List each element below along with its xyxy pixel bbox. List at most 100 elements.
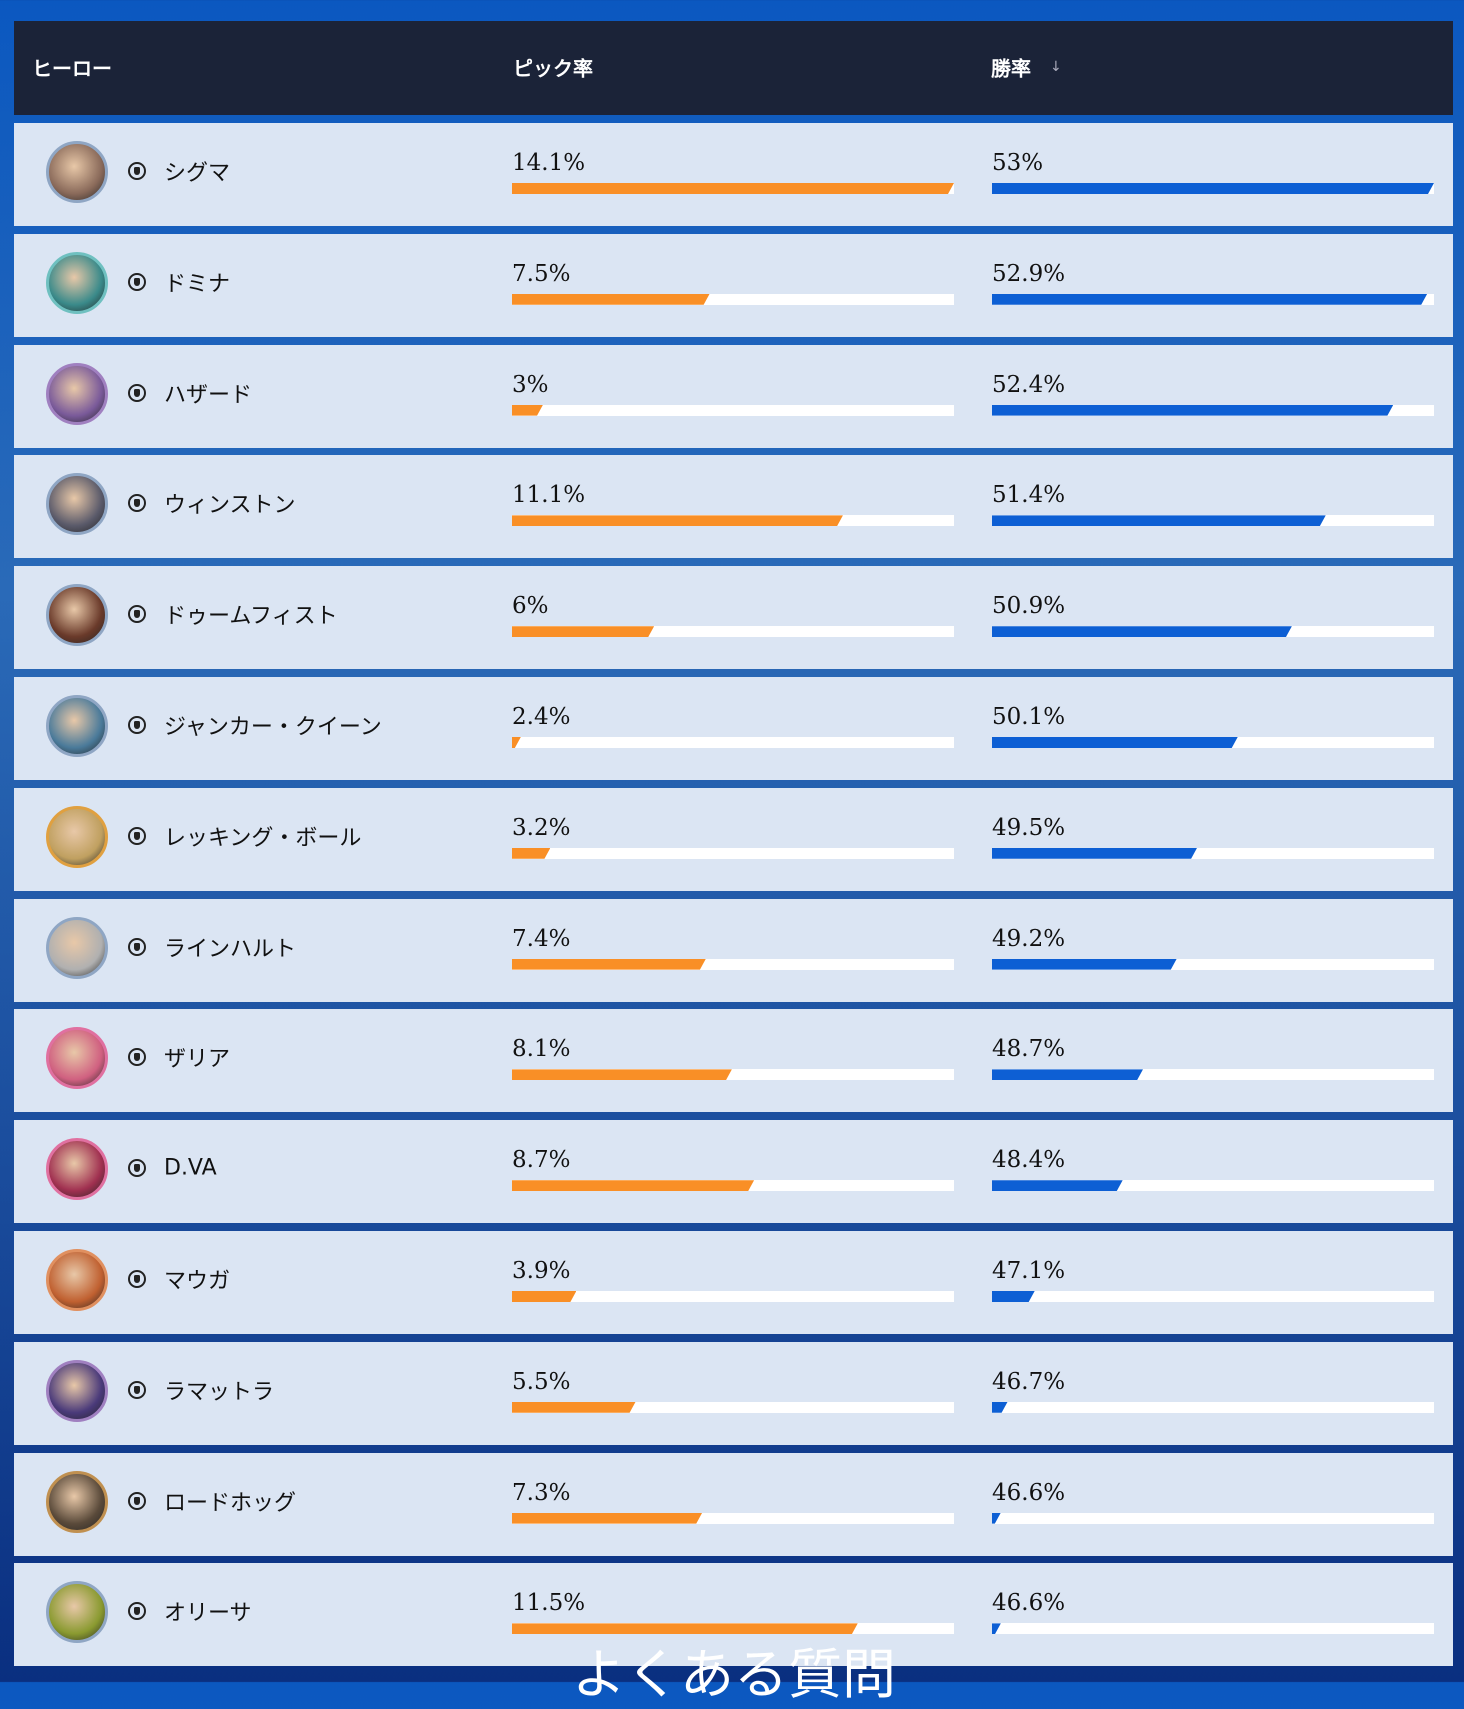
win-rate-header[interactable]: 勝率	[991, 56, 1031, 81]
role-icon	[128, 162, 146, 180]
win-rate-bar	[992, 405, 1393, 416]
hero-row[interactable]: D.VA 8.7% 48.4%	[14, 1120, 1453, 1224]
pick-rate-bar	[512, 183, 954, 194]
role-icon	[128, 383, 146, 402]
hero-name: マウガ	[164, 1269, 231, 1294]
hero-row[interactable]: マウガ 3.9% 47.1%	[14, 1231, 1453, 1334]
pick-rate: 3%	[512, 371, 549, 398]
hero-name: ドゥームフィスト	[164, 604, 338, 630]
win-rate: 46.6%	[992, 1590, 1066, 1617]
pick-rate-bar	[512, 1069, 732, 1080]
role-icon	[128, 1380, 146, 1399]
hero-name: D.VA	[164, 1155, 217, 1181]
win-rate-bar	[992, 1291, 1035, 1302]
win-rate-bar	[992, 959, 1177, 970]
win-rate-track	[992, 626, 1434, 638]
role-icon	[128, 494, 146, 513]
role-icon	[128, 1048, 146, 1067]
pick-rate-bar	[512, 848, 550, 859]
hero-name: ザリア	[164, 1047, 231, 1073]
hero-row[interactable]: ドゥームフィスト 6% 50.9%	[14, 566, 1453, 670]
hero-row[interactable]: ドミナ 7.5% 52.9%	[14, 233, 1453, 337]
hero-row[interactable]: レッキング・ボール 3.2% 49.5%	[14, 787, 1453, 891]
win-rate: 52.9%	[992, 260, 1066, 287]
win-rate-bar	[992, 1402, 1008, 1413]
role-icon	[128, 826, 146, 845]
win-rate-bar	[992, 1069, 1143, 1080]
pick-rate: 3.9%	[512, 1258, 571, 1284]
role-icon	[128, 1159, 146, 1178]
pick-rate-bar	[512, 1623, 858, 1634]
win-rate: 53%	[992, 150, 1044, 176]
pick-rate-track	[512, 515, 954, 527]
role-icon	[128, 605, 146, 624]
sort-icon[interactable]: ↓	[1050, 59, 1062, 75]
win-rate: 49.2%	[992, 925, 1066, 952]
hero-row[interactable]: ジャンカー・クイーン 2.4% 50.1%	[14, 677, 1453, 780]
hero-header: ヒーロー	[32, 56, 112, 81]
win-rate: 50.1%	[992, 704, 1066, 730]
role-icon	[128, 1491, 146, 1510]
win-rate: 48.4%	[992, 1147, 1066, 1174]
hero-name: オリーサ	[164, 1601, 252, 1627]
table-header: ヒーロー ピック率 勝率 ↓	[14, 21, 1453, 115]
pick-rate-track	[512, 1623, 954, 1635]
faq-heading: よくある質問	[572, 1643, 896, 1706]
pick-rate-header[interactable]: ピック率	[513, 56, 593, 81]
hero-avatar	[46, 362, 108, 425]
win-rate-track	[992, 404, 1434, 416]
pick-rate: 11.1%	[512, 482, 586, 509]
pick-rate-bar	[512, 626, 654, 637]
hero-avatar	[46, 1359, 108, 1422]
hero-avatar	[46, 695, 108, 757]
pick-rate-track	[512, 847, 954, 859]
pick-rate-track	[512, 293, 954, 305]
pick-rate-bar	[512, 1513, 702, 1524]
pick-rate-bar	[512, 959, 706, 970]
pick-rate: 7.3%	[512, 1479, 571, 1506]
pick-rate-track	[512, 626, 954, 638]
hero-name: ハザード	[164, 382, 253, 408]
pick-rate-bar	[512, 405, 543, 416]
win-rate: 49.5%	[992, 814, 1066, 841]
win-rate-bar	[992, 737, 1238, 748]
win-rate: 47.1%	[992, 1258, 1066, 1284]
hero-avatar	[46, 141, 108, 203]
hero-avatar	[46, 1027, 108, 1090]
hero-avatar	[46, 1581, 108, 1644]
pick-rate-track	[512, 737, 954, 748]
win-rate-track	[992, 737, 1434, 748]
pick-rate-track	[512, 1069, 954, 1081]
win-rate: 46.6%	[992, 1479, 1066, 1506]
win-rate-track	[992, 293, 1434, 305]
role-icon	[128, 716, 146, 734]
win-rate-track	[992, 515, 1434, 527]
hero-avatar	[46, 473, 108, 536]
hero-row[interactable]: ロードホッグ 7.3% 46.6%	[14, 1452, 1453, 1556]
win-rate: 48.7%	[992, 1036, 1066, 1063]
win-rate-track	[992, 1512, 1434, 1524]
role-icon	[128, 1270, 146, 1288]
hero-avatar	[46, 1249, 108, 1311]
hero-row[interactable]: ラインハルト 7.4% 49.2%	[14, 898, 1453, 1002]
hero-name: ラインハルト	[164, 936, 297, 962]
win-rate-track	[992, 1291, 1434, 1302]
hero-row[interactable]: シグマ 14.1% 53%	[14, 123, 1453, 226]
win-rate-bar	[992, 1623, 1001, 1634]
win-rate-bar	[992, 294, 1427, 305]
hero-name: ウィンストン	[164, 493, 296, 519]
hero-row[interactable]: ウィンストン 11.1% 51.4%	[14, 455, 1453, 559]
hero-row[interactable]: ザリア 8.1% 48.7%	[14, 1009, 1453, 1113]
hero-row[interactable]: オリーサ 11.5% 46.6%	[14, 1563, 1453, 1667]
pick-rate: 6%	[512, 593, 549, 620]
hero-row[interactable]: ラマットラ 5.5% 46.7%	[14, 1341, 1453, 1445]
win-rate-track	[992, 183, 1434, 194]
win-rate-track	[992, 958, 1434, 970]
hero-avatar	[46, 1138, 108, 1201]
win-rate-track	[992, 1401, 1434, 1413]
pick-rate-bar	[512, 515, 843, 526]
pick-rate-bar	[512, 737, 521, 748]
role-icon	[128, 1602, 146, 1621]
hero-row[interactable]: ハザード 3% 52.4%	[14, 344, 1453, 448]
